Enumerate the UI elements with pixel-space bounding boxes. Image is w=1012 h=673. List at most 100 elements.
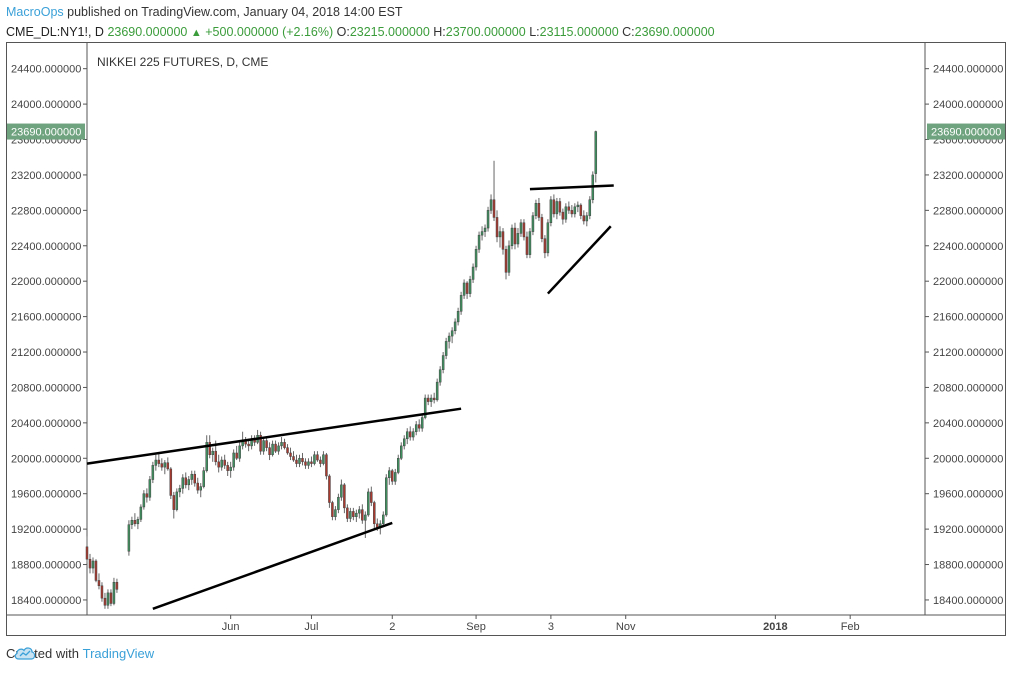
y-tick-label-left: 21200.000000 xyxy=(11,347,81,359)
candle xyxy=(340,479,343,501)
candle xyxy=(450,327,454,344)
candle xyxy=(289,447,292,461)
candle xyxy=(268,442,271,461)
candle-body xyxy=(537,203,541,218)
candle-body xyxy=(88,558,92,569)
candle-body xyxy=(531,215,535,232)
candle xyxy=(456,307,460,326)
y-tick-label-left: 22400.000000 xyxy=(11,241,81,253)
candle xyxy=(358,506,361,519)
candle-body xyxy=(483,227,487,232)
candle-body xyxy=(271,443,274,455)
candle-body xyxy=(441,355,445,370)
candle xyxy=(402,435,406,450)
candle xyxy=(94,559,98,583)
candlestick-chart[interactable]: 18400.000000 18400.000000 18800.000000 1880… xyxy=(7,43,1005,635)
published-text: published on TradingView.com, January 04… xyxy=(67,5,403,19)
candle xyxy=(477,231,481,253)
tradingview-brand-link[interactable]: TradingView xyxy=(82,646,155,661)
candle-body xyxy=(352,511,355,517)
candle-body xyxy=(417,424,421,429)
candle-body xyxy=(394,472,397,482)
candle-body xyxy=(402,438,406,447)
candle xyxy=(313,451,316,466)
candle-body xyxy=(181,477,185,489)
candle xyxy=(304,458,307,469)
candle xyxy=(417,419,421,432)
candle-body xyxy=(136,519,140,525)
candle xyxy=(109,589,113,607)
chart-frame[interactable]: 18400.000000 18400.000000 18800.000000 1880… xyxy=(6,42,1006,636)
candle xyxy=(202,467,205,489)
y-tick-label-left: 19600.000000 xyxy=(11,489,81,501)
candle-body xyxy=(298,458,301,464)
candle xyxy=(91,557,95,574)
candle-body xyxy=(238,445,241,459)
candle xyxy=(423,394,427,420)
candle xyxy=(145,488,149,503)
candle xyxy=(169,467,173,500)
candle-body xyxy=(265,440,268,448)
candle-body xyxy=(516,233,520,245)
candle xyxy=(549,196,553,227)
candle-body xyxy=(573,206,577,215)
x-tick-label: Nov xyxy=(616,621,636,633)
author-link[interactable]: MacroOps xyxy=(6,5,64,19)
tradingview-cloud-icon xyxy=(14,647,36,660)
candle xyxy=(229,461,232,478)
candle-body xyxy=(468,279,472,294)
x-tick-label: Feb xyxy=(841,621,860,633)
candle-body xyxy=(112,581,116,604)
candle-body xyxy=(453,321,457,332)
candle-body xyxy=(367,491,370,516)
y-tick-label-right: 22000.000000 xyxy=(933,276,1003,288)
candle xyxy=(265,437,268,452)
candle xyxy=(127,520,131,556)
x-tick-label: Jul xyxy=(304,621,318,633)
candle-body xyxy=(199,486,202,491)
candle xyxy=(175,488,179,512)
candle-body xyxy=(139,506,143,520)
candle xyxy=(555,197,559,220)
candle xyxy=(576,201,580,213)
candle xyxy=(519,219,523,237)
candle xyxy=(429,394,433,407)
candle-body xyxy=(558,201,562,213)
candle xyxy=(193,470,196,487)
candle xyxy=(349,507,352,523)
candle-body xyxy=(480,231,484,236)
candle xyxy=(444,337,448,360)
candle-body xyxy=(226,465,229,471)
candle-body xyxy=(498,231,502,238)
chart-title: NIKKEI 225 FUTURES, D, CME xyxy=(97,55,268,69)
candle-body xyxy=(405,431,409,440)
candle-body xyxy=(103,597,107,606)
candle-body xyxy=(552,199,556,215)
candle-body xyxy=(504,249,508,273)
candle-body xyxy=(358,509,361,514)
candle-body xyxy=(444,341,448,356)
candle xyxy=(292,451,295,462)
candle-body xyxy=(220,459,223,468)
y-tick-label-left: 20800.000000 xyxy=(11,382,81,394)
candle-body xyxy=(316,454,319,461)
candle xyxy=(136,516,140,530)
candle-body xyxy=(295,459,298,464)
candle xyxy=(217,454,220,473)
candle xyxy=(328,474,331,508)
candle-body xyxy=(187,479,191,486)
candle-body xyxy=(325,454,328,477)
candle-body xyxy=(432,397,436,401)
y-tick-label-right: 18400.000000 xyxy=(933,595,1003,607)
candle-body xyxy=(157,459,161,464)
candle xyxy=(426,394,430,406)
candle xyxy=(564,203,568,223)
candle-body xyxy=(456,311,460,323)
candle-body xyxy=(343,484,346,509)
candle xyxy=(316,451,319,462)
candle-body xyxy=(208,442,211,455)
candle-body xyxy=(100,585,104,599)
candle xyxy=(103,592,107,609)
candle xyxy=(438,366,442,386)
candle xyxy=(253,435,256,446)
